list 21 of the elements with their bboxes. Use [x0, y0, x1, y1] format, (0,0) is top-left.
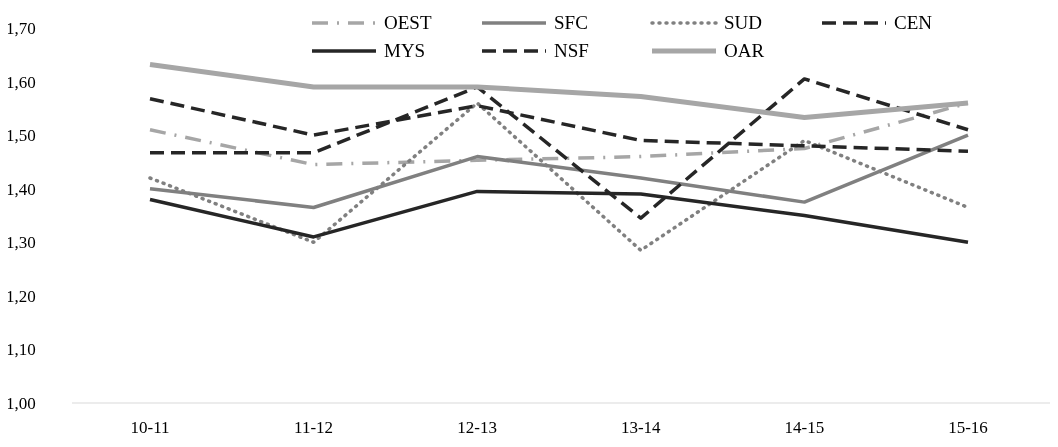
y-tick-label: 1,00 — [6, 394, 36, 414]
y-tick-label: 1,30 — [6, 233, 36, 253]
y-tick-label: 1,60 — [6, 72, 36, 92]
y-tick-label: 1,10 — [6, 340, 36, 360]
y-tick-label: 1,50 — [6, 126, 36, 146]
y-tick-label: 1,40 — [6, 179, 36, 199]
legend-label: NSF — [554, 40, 589, 62]
x-tick-label: 12-13 — [457, 418, 498, 438]
x-tick-label: 11-12 — [294, 418, 334, 438]
legend-label: SUD — [724, 12, 763, 34]
x-tick-label: 13-14 — [620, 418, 662, 438]
legend-label: SFC — [554, 12, 588, 34]
y-tick-label: 1,70 — [6, 19, 36, 39]
legend-label: CEN — [894, 12, 932, 34]
x-tick-label: 14-15 — [784, 418, 825, 438]
y-tick-label: 1,20 — [6, 286, 36, 306]
legend-label: OEST — [384, 12, 432, 34]
x-tick-label: 15-16 — [948, 418, 988, 438]
legend-label: MYS — [384, 40, 426, 62]
legend-label: OAR — [724, 40, 765, 62]
x-tick-label: 10-11 — [130, 418, 170, 438]
